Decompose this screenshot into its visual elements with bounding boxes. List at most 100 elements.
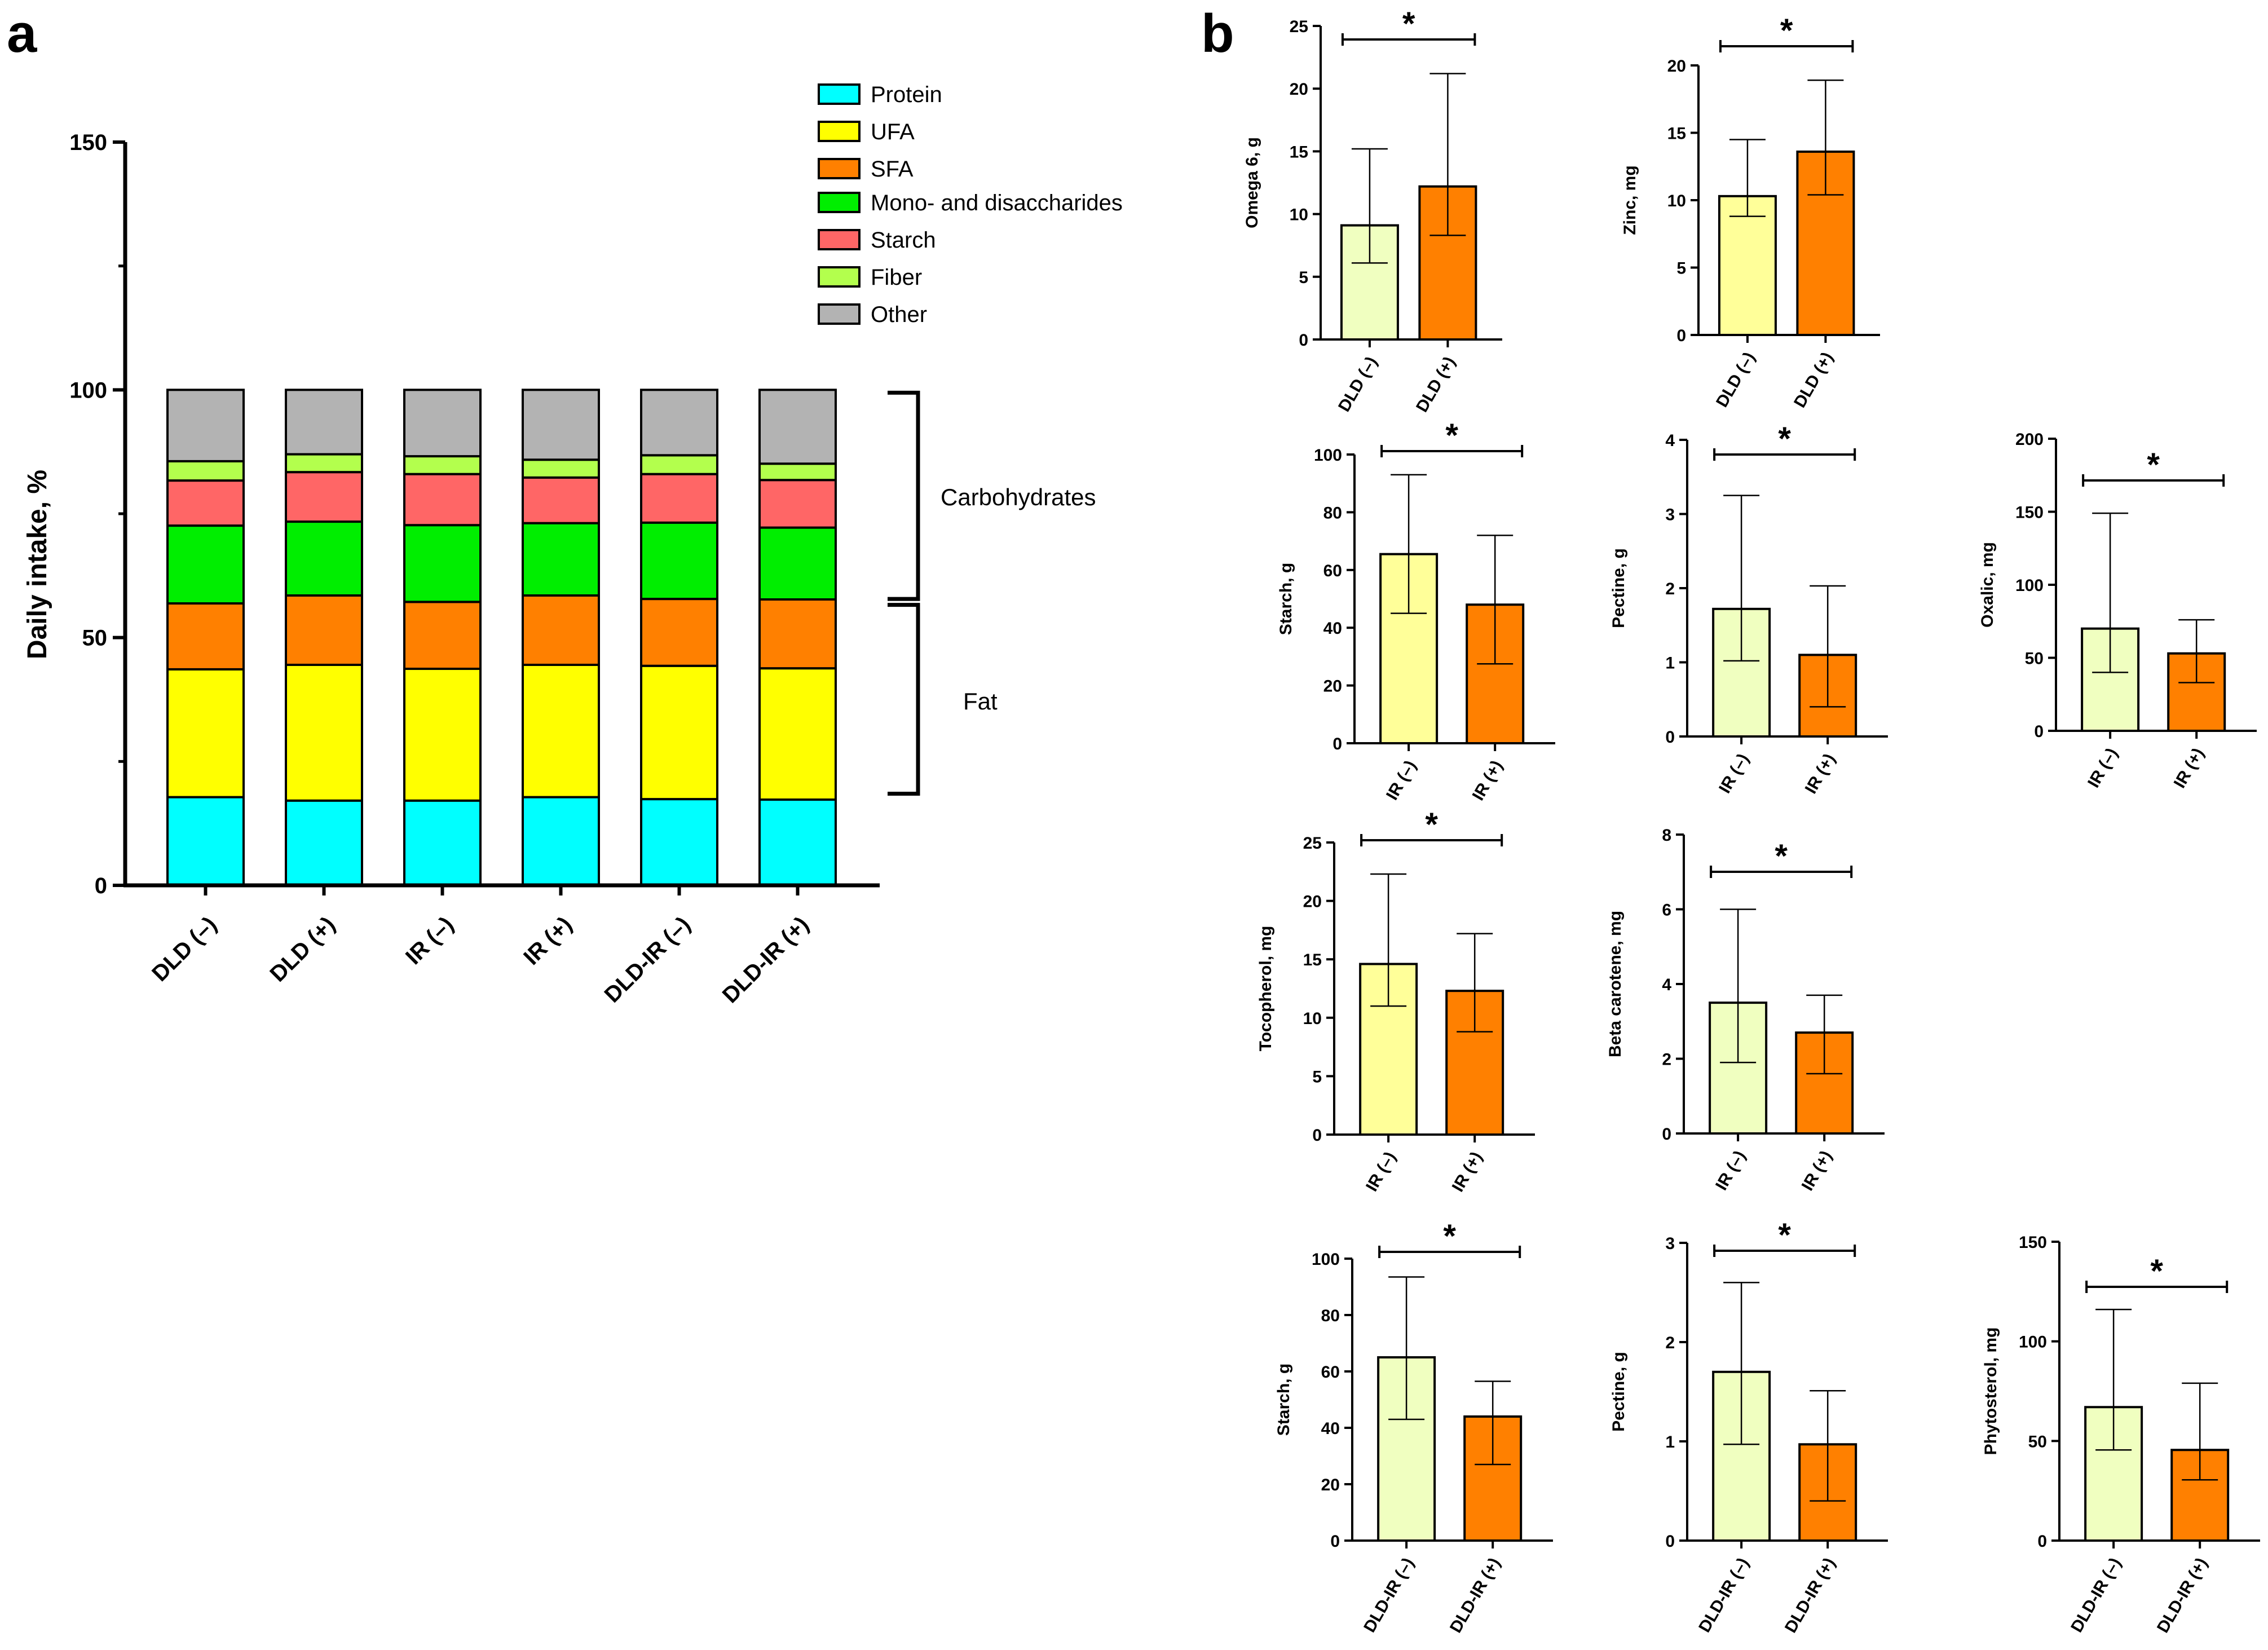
bar-dld-ir-starch: [758, 479, 837, 529]
y-tick-label: 100: [1314, 446, 1342, 465]
y-axis-title: Pectine, g: [1609, 1352, 1628, 1432]
x-tick-label: IR (–): [2084, 745, 2121, 791]
x-tick-label: DLD-IR (+): [718, 912, 814, 1008]
bar-ir-other: [522, 389, 600, 461]
x-tick-label: DLD (–): [147, 912, 222, 986]
x-tick-label: IR (+): [2170, 745, 2208, 791]
x-tick-label: DLD (+): [1413, 354, 1459, 416]
y-axis-title: Daily intake, %: [23, 470, 52, 659]
y-axis-title: Beta carotene, mg: [1606, 911, 1625, 1057]
bar-ir-starch: [522, 476, 600, 524]
bar-dld-ir-mono-and-disaccharides: [758, 526, 837, 601]
y-tick-label: 50: [82, 626, 108, 651]
y-tick-label: 50: [2025, 650, 2044, 668]
x-tick-label: DLD-IR (–): [1360, 1555, 1418, 1636]
bracket-label-fat: Fat: [963, 688, 998, 714]
bar-dld-sfa: [285, 594, 363, 666]
bracket-label-carbohydrates: Carbohydrates: [941, 484, 1096, 510]
x-tick-label: IR (+): [1802, 751, 1839, 797]
y-tick-label: 5: [1312, 1067, 1322, 1086]
legend-swatch-protein: [818, 83, 861, 105]
significance-star: *: [2147, 447, 2160, 483]
subplot-b7: IR (–) IR (+) 0 2 4 6 8 Beta carotene, mg *: [1606, 826, 1885, 1194]
y-tick-label: 2: [1665, 580, 1675, 598]
significance-star: *: [1445, 417, 1458, 454]
y-tick-label: 60: [1321, 1363, 1340, 1382]
x-tick-label: DLD-IR (+): [1781, 1555, 1839, 1636]
legend-label-mono-and-disaccharides: Mono- and disaccharides: [871, 191, 1123, 215]
y-axis-title: Starch, g: [1274, 1364, 1293, 1436]
y-tick-label: 100: [1312, 1250, 1340, 1269]
legend-swatch-sfa: [818, 158, 861, 179]
legend-swatch-ufa: [818, 121, 861, 142]
y-tick-label: 4: [1662, 976, 1671, 994]
bar-dld-ir-sfa: [640, 598, 718, 667]
bar-ir-starch: [403, 473, 482, 527]
legend-label-other: Other: [871, 302, 927, 327]
x-tick-label: DLD (–): [1713, 349, 1759, 411]
bar-dld-ir-mono-and-disaccharides: [640, 521, 718, 601]
x-tick-label: IR (–): [1383, 757, 1420, 803]
x-tick-label: DLD-IR (–): [599, 912, 695, 1007]
panel-a-stacked-bar-chart: DLD (–) DLD (+) IR (–) IR (+) DLD-IR (–) DLD-…: [23, 82, 1123, 1008]
x-tick-label: IR (+): [1798, 1148, 1836, 1194]
significance-star: *: [1425, 806, 1438, 843]
y-tick-label: 80: [1323, 504, 1342, 522]
bar-ir-protein: [403, 799, 482, 887]
y-tick-label: 25: [1290, 17, 1308, 36]
x-tick-label: IR (–): [1712, 1148, 1749, 1193]
y-axis-title: Phytosterol, mg: [1982, 1327, 2000, 1455]
y-tick-label: 0: [1330, 1532, 1340, 1551]
bar-ir-mono-and-disaccharides: [403, 524, 482, 603]
x-tick-label: DLD (+): [1790, 349, 1837, 411]
x-tick-label: DLD (+): [265, 912, 339, 986]
bar-ir-fiber: [403, 455, 482, 475]
y-tick-label: 50: [2028, 1432, 2047, 1451]
bar-ir-ufa: [522, 663, 600, 798]
y-tick-label: 150: [69, 130, 107, 155]
bar-ir: [1379, 553, 1439, 744]
bar-dld-starch: [285, 471, 363, 523]
y-tick-label: 0: [1665, 728, 1675, 747]
y-tick-label: 200: [2015, 430, 2044, 449]
y-tick-label: 20: [1321, 1476, 1340, 1494]
legend-swatch-mono-and-disaccharides: [818, 192, 861, 213]
legend-label-sfa: SFA: [871, 157, 914, 182]
y-tick-label: 10: [1667, 192, 1686, 210]
bracket-carbohydrates: [888, 390, 920, 601]
panel-b-letter: b: [1201, 3, 1234, 64]
y-tick-label: 100: [2019, 1333, 2047, 1352]
y-tick-label: 60: [1323, 562, 1342, 580]
y-tick-label: 80: [1321, 1307, 1340, 1325]
y-tick-label: 0: [2034, 722, 2044, 741]
y-tick-label: 150: [2015, 504, 2044, 522]
bar-ir-ufa: [403, 668, 482, 802]
legend-label-protein: Protein: [871, 82, 942, 107]
x-tick-label: IR (–): [1715, 751, 1753, 796]
subplot-b9: DLD-IR (–) DLD-IR (+) 0 1 2 3 Pectine, g *: [1609, 1217, 1888, 1636]
x-tick-label: IR (+): [1449, 1149, 1486, 1195]
subplot-b4: IR (–) IR (+) 0 1 2 3 4 Pectine, g *: [1609, 421, 1888, 797]
legend-swatch-fiber: [818, 266, 861, 288]
bar-ir-protein: [522, 796, 600, 886]
bar-dld-ir-other: [758, 389, 837, 465]
legend-label-starch: Starch: [871, 228, 936, 253]
y-tick-label: 2: [1662, 1051, 1671, 1069]
subplot-b10: DLD-IR (–) DLD-IR (+) 0 50 100 150 Phytosterol…: [1982, 1233, 2260, 1636]
y-tick-label: 20: [1667, 57, 1686, 76]
bar-dld-ir-sfa: [758, 598, 837, 670]
bar-dld-mono-and-disaccharides: [285, 520, 363, 597]
significance-star: *: [1778, 421, 1791, 457]
bar-dld-sfa: [166, 602, 245, 670]
subplot-b8: DLD-IR (–) DLD-IR (+) 0 20 40 60 80 100 Starch, …: [1274, 1218, 1553, 1636]
y-tick-label: 100: [69, 378, 107, 403]
y-axis-title: Zinc, mg: [1621, 165, 1639, 235]
subplot-b5: IR (–) IR (+) 0 50 100 150 200 Oxalic, mg *: [1978, 430, 2257, 791]
y-tick-label: 3: [1665, 506, 1675, 524]
bar-dld-mono-and-disaccharides: [166, 524, 245, 605]
significance-star: *: [1443, 1218, 1456, 1255]
y-tick-label: 5: [1676, 259, 1686, 278]
panel-a-letter: a: [7, 3, 37, 64]
